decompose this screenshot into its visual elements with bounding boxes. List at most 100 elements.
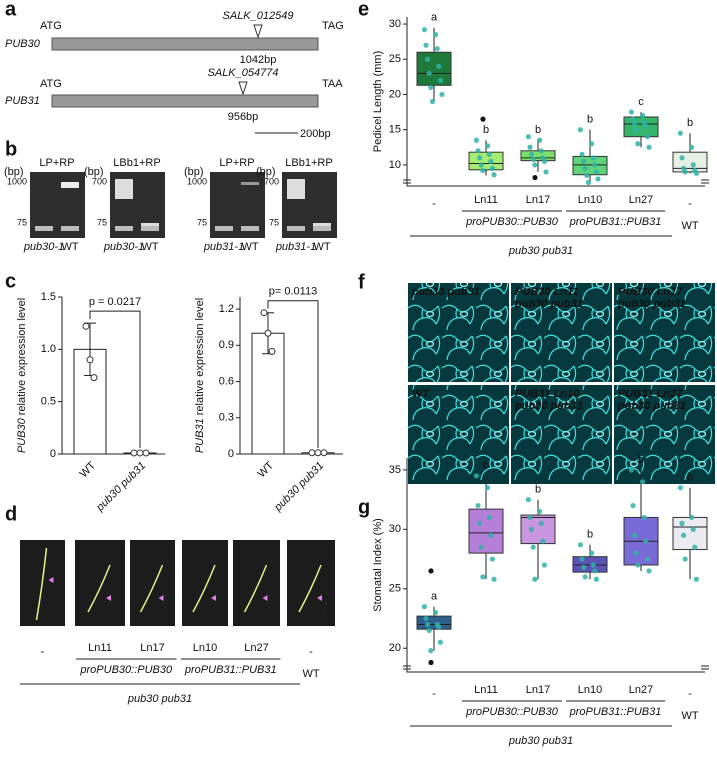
data-point — [582, 574, 588, 580]
box — [468, 508, 504, 554]
data-point — [488, 158, 494, 164]
data-point — [689, 514, 695, 521]
data-point — [525, 134, 532, 140]
data-point — [489, 556, 495, 562]
data-point — [593, 169, 600, 175]
micrograph-label: PUB30 Ln11 pub30 pub31 — [514, 286, 583, 310]
data-point — [434, 46, 440, 52]
size-label: 1000 — [187, 176, 207, 186]
outlier — [428, 568, 434, 574]
data-point — [644, 134, 651, 140]
data-point — [425, 621, 431, 628]
pedicel — [192, 564, 216, 613]
lane-label: WT — [141, 241, 158, 253]
unit-label: (bp) — [256, 166, 276, 178]
data-point — [425, 56, 431, 62]
data-point — [136, 449, 144, 457]
primer-label: LBb1+RP — [113, 157, 160, 169]
significance-letter: b — [687, 472, 693, 484]
data-point — [486, 151, 492, 157]
y-tick-label: 30 — [389, 18, 401, 30]
x-tick-label: WT — [256, 459, 277, 480]
data-point — [436, 624, 442, 630]
data-point — [530, 156, 536, 162]
micrograph — [614, 283, 715, 382]
data-point — [439, 91, 445, 98]
size-label: 75 — [269, 217, 279, 227]
axis — [406, 458, 705, 673]
data-point — [130, 449, 138, 457]
lane-label: pub30-1 — [103, 241, 144, 253]
significance-letter: b — [483, 124, 489, 136]
data-point — [543, 169, 549, 175]
data-point — [582, 165, 588, 171]
x-tick-label: - — [432, 198, 436, 210]
stop-codon: TAG — [322, 20, 344, 32]
box — [520, 514, 556, 545]
data-point — [640, 112, 646, 119]
significance-letter: b — [638, 454, 644, 466]
data-point — [530, 544, 536, 550]
genotype-label: pub30 pub31 — [127, 693, 192, 705]
panel-letter: b — [5, 138, 17, 160]
lane-label: pub31-1 — [203, 241, 244, 253]
y-tick-label: 25 — [389, 53, 401, 65]
wt-label: WT — [681, 220, 698, 232]
outlier — [532, 174, 538, 181]
data-point — [690, 162, 696, 168]
gene-bar — [51, 37, 319, 51]
data-point — [488, 532, 494, 538]
x-tick-label: Ln27 — [244, 642, 268, 654]
data-point — [633, 127, 639, 133]
box — [572, 155, 608, 176]
data-point — [90, 374, 98, 382]
data-point — [433, 32, 439, 38]
significance-bracket — [89, 310, 141, 448]
y-tick-label: 0.6 — [219, 375, 234, 387]
data-point — [314, 449, 322, 457]
gene-name: PUB30 — [5, 38, 41, 50]
data-point — [538, 520, 544, 526]
data-point — [689, 144, 695, 150]
y-tick-label: 0.5 — [41, 396, 56, 408]
axis-break — [403, 665, 709, 670]
data-point — [86, 356, 94, 364]
size-label: 700 — [264, 176, 279, 186]
axis-break — [403, 179, 709, 184]
insertion-name: SALK_012549 — [223, 10, 294, 22]
data-point — [491, 172, 497, 178]
construct-label: proPUB30::PUB30 — [79, 664, 173, 676]
y-axis-label: Stomatal Index (%) — [372, 518, 384, 612]
significance-letter: a — [431, 11, 438, 23]
pedicel — [87, 564, 111, 613]
insertion-marker — [253, 24, 263, 39]
significance-letter: b — [535, 124, 541, 136]
data-point — [532, 162, 538, 168]
panel-letter: c — [5, 270, 16, 292]
data-point — [679, 155, 685, 161]
construct-label: proPUB31::PUB31 — [184, 664, 277, 676]
significance-letter: b — [483, 460, 489, 472]
data-point — [632, 532, 638, 538]
data-point — [433, 609, 439, 616]
x-tick-label: - — [688, 688, 692, 700]
x-tick-label: Ln17 — [526, 194, 550, 206]
data-point — [633, 550, 639, 556]
pedicel-arrow — [262, 595, 268, 601]
data-point — [581, 564, 587, 570]
data-point — [693, 170, 700, 176]
x-tick-label: Ln27 — [629, 684, 653, 696]
y-tick-label: 1.2 — [219, 303, 234, 315]
insertion-marker — [238, 81, 248, 96]
significance-bracket — [267, 300, 319, 448]
micrograph — [408, 385, 509, 484]
data-point — [478, 162, 484, 168]
lane-label: pub30-1 — [23, 241, 64, 253]
data-point — [630, 502, 636, 509]
data-point — [428, 84, 434, 91]
micrograph — [511, 385, 612, 484]
significance-letter: a — [431, 591, 438, 603]
pedicel — [139, 564, 164, 613]
data-point — [679, 520, 685, 526]
x-tick-label: Ln10 — [578, 194, 602, 206]
